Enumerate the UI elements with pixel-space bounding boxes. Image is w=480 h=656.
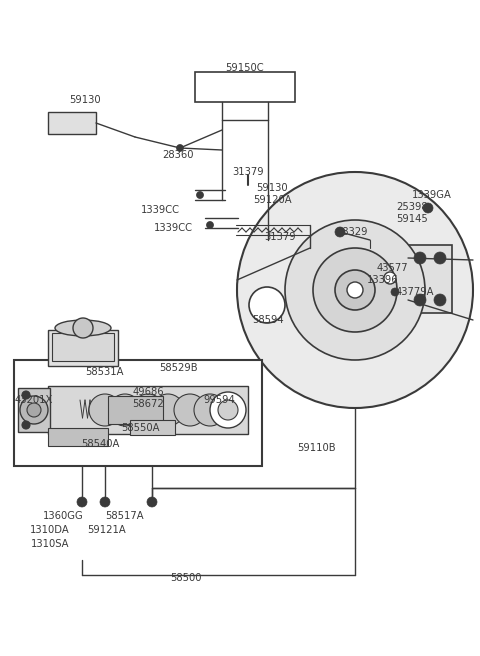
- Text: 43577: 43577: [376, 263, 408, 273]
- Text: 28360: 28360: [162, 150, 194, 160]
- Circle shape: [27, 403, 41, 417]
- Text: 1310DA: 1310DA: [30, 525, 70, 535]
- Circle shape: [89, 394, 121, 426]
- Ellipse shape: [55, 320, 111, 336]
- Bar: [130, 420, 175, 435]
- Text: 1339CC: 1339CC: [154, 223, 192, 233]
- Bar: [48, 330, 118, 366]
- Bar: [195, 72, 295, 102]
- Text: 59130: 59130: [69, 95, 101, 105]
- Text: 58672: 58672: [132, 399, 164, 409]
- Text: 25398: 25398: [396, 202, 428, 212]
- Circle shape: [100, 497, 110, 507]
- Bar: [48, 112, 96, 134]
- Circle shape: [313, 248, 397, 332]
- Circle shape: [206, 222, 214, 228]
- Text: 58500: 58500: [170, 573, 202, 583]
- Bar: [52, 333, 114, 361]
- Text: 43201X: 43201X: [15, 395, 53, 405]
- Circle shape: [384, 272, 396, 284]
- Circle shape: [210, 392, 246, 428]
- Text: 59110B: 59110B: [297, 443, 336, 453]
- Bar: [108, 396, 163, 424]
- Text: 99594: 99594: [203, 395, 235, 405]
- Bar: [48, 386, 248, 434]
- Text: 59120A: 59120A: [252, 195, 291, 205]
- Circle shape: [391, 288, 399, 296]
- Text: 58594: 58594: [252, 315, 284, 325]
- Text: 59150C: 59150C: [226, 63, 264, 73]
- Circle shape: [20, 396, 48, 424]
- Text: 59121A: 59121A: [88, 525, 126, 535]
- Circle shape: [249, 287, 285, 323]
- Text: 58550A: 58550A: [121, 423, 159, 433]
- Circle shape: [218, 400, 238, 420]
- Bar: [14, 360, 262, 466]
- Text: 1310SA: 1310SA: [31, 539, 69, 549]
- Text: 58540A: 58540A: [81, 439, 119, 449]
- Circle shape: [177, 144, 183, 152]
- Text: 1360GG: 1360GG: [43, 511, 84, 521]
- Bar: [408, 245, 452, 313]
- Circle shape: [285, 220, 425, 360]
- Circle shape: [22, 391, 30, 399]
- Text: 88329: 88329: [336, 227, 368, 237]
- Circle shape: [132, 394, 164, 426]
- Text: 59130: 59130: [256, 183, 288, 193]
- Text: 49686: 49686: [132, 387, 164, 397]
- Circle shape: [147, 497, 157, 507]
- Circle shape: [22, 421, 30, 429]
- Circle shape: [335, 227, 345, 237]
- Circle shape: [423, 203, 433, 213]
- Circle shape: [347, 282, 363, 298]
- Circle shape: [109, 394, 141, 426]
- Circle shape: [73, 318, 93, 338]
- Text: 43779A: 43779A: [396, 287, 434, 297]
- Text: 58529B: 58529B: [159, 363, 197, 373]
- Circle shape: [237, 172, 473, 408]
- Bar: [18, 388, 50, 432]
- Text: 31379: 31379: [232, 167, 264, 177]
- Text: 1339GA: 1339GA: [412, 190, 452, 200]
- Circle shape: [414, 294, 426, 306]
- Circle shape: [335, 270, 375, 310]
- Circle shape: [434, 294, 446, 306]
- Circle shape: [194, 394, 226, 426]
- Circle shape: [77, 497, 87, 507]
- Circle shape: [434, 252, 446, 264]
- Bar: [48, 428, 108, 446]
- Circle shape: [196, 192, 204, 199]
- Circle shape: [414, 252, 426, 264]
- Text: 58531A: 58531A: [85, 367, 123, 377]
- Text: 31379: 31379: [264, 232, 296, 242]
- Circle shape: [174, 394, 206, 426]
- Text: 59145: 59145: [396, 214, 428, 224]
- Text: 1339CC: 1339CC: [141, 205, 180, 215]
- Text: 13396: 13396: [367, 275, 399, 285]
- Circle shape: [152, 394, 184, 426]
- Text: 58517A: 58517A: [105, 511, 144, 521]
